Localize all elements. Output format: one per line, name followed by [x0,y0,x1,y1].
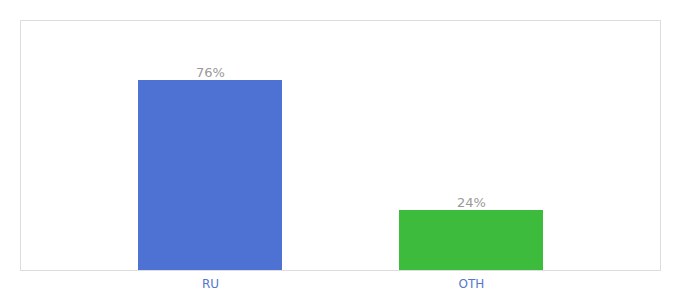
svg-text:76%: 76% [196,65,225,80]
svg-text:24%: 24% [457,195,486,210]
svg-text:OTH: OTH [459,277,485,291]
svg-text:RU: RU [202,277,219,291]
